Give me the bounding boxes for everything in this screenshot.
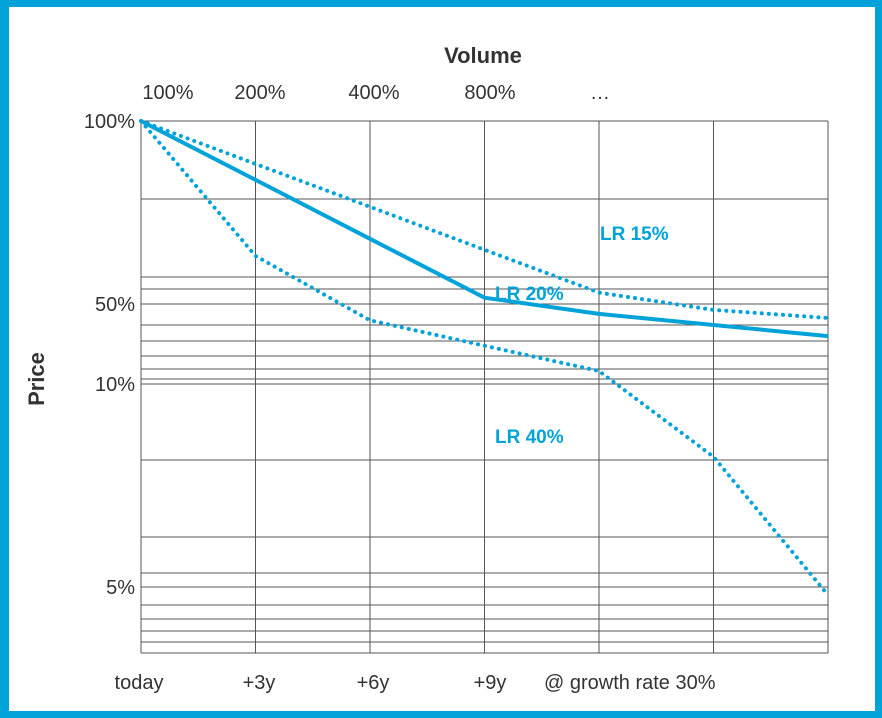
- grid: [140, 120, 829, 654]
- x-top-tick-label: 400%: [348, 82, 399, 104]
- x-top-tick-label: 800%: [464, 82, 515, 104]
- x-bottom-tick-label: +3y: [243, 672, 276, 694]
- series-label: LR 40%: [495, 427, 564, 448]
- series-line-lr-20-: [140, 119, 829, 339]
- series-line-lr-40-: [139, 119, 830, 597]
- y-axis-title: Price: [24, 352, 49, 406]
- x-bottom-tick-label: +6y: [357, 672, 390, 694]
- x-top-axis-title: Volume: [444, 43, 522, 68]
- y-tick-label: 100%: [84, 111, 135, 133]
- x-top-tick-label: 100%: [142, 82, 193, 104]
- x-bottom-tick-label: +9y: [474, 672, 507, 694]
- x-top-tick-label: 200%: [234, 82, 285, 104]
- series-label: LR 20%: [495, 284, 564, 305]
- y-tick-label: 5%: [106, 577, 135, 599]
- y-tick-label: 10%: [95, 374, 135, 396]
- x-top-tick-label: …: [590, 82, 610, 104]
- series-lines: LR 15% LR 20% LR 40%: [139, 119, 830, 597]
- x-bottom-tick-label: @ growth rate 30%: [544, 672, 716, 694]
- tick-labels: 100% 200% 400% 800% … today +3y +6y +9y @ growth …: [84, 82, 716, 694]
- series-label: LR 15%: [600, 224, 669, 245]
- y-tick-label: 50%: [95, 294, 135, 316]
- series-line-lr-15-: [139, 119, 830, 320]
- x-bottom-tick-label: today: [115, 672, 164, 694]
